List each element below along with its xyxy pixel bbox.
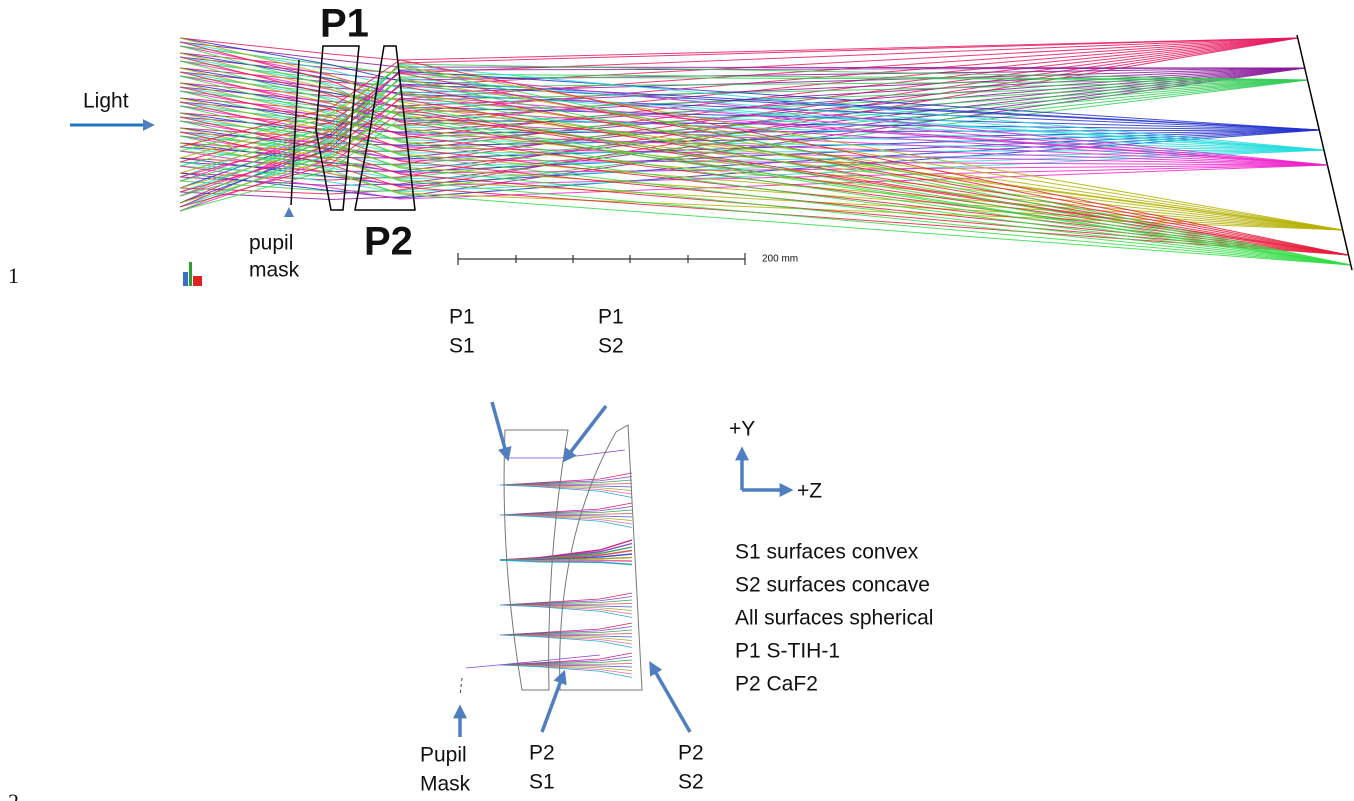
panel-number: 1	[8, 263, 19, 288]
pupil-label: pupil	[249, 232, 293, 255]
ray	[179, 78, 1343, 231]
callout-label: P2	[678, 742, 704, 765]
ray-trace-2	[465, 449, 633, 678]
ray	[179, 120, 1351, 266]
lens-p1	[503, 429, 569, 691]
ray	[179, 37, 1320, 131]
ray	[179, 79, 1351, 266]
pupil-mask	[459, 677, 463, 696]
scale-label: 200 mm	[762, 254, 798, 265]
ray	[179, 41, 1349, 256]
ray	[179, 92, 1351, 266]
ray	[179, 97, 1343, 231]
scale-bar	[457, 253, 746, 265]
callout-label: S2	[678, 771, 704, 794]
callout-label: S1	[449, 335, 475, 358]
callout-label: Mask	[420, 773, 471, 796]
ray	[179, 37, 1298, 61]
ray	[499, 484, 633, 498]
ray	[179, 45, 1351, 266]
prism-p2	[354, 45, 416, 211]
callout-arrows	[453, 401, 794, 737]
ray	[179, 135, 1351, 266]
pupil-label: mask	[249, 259, 300, 282]
ray	[179, 59, 1349, 256]
pupil-mask	[290, 59, 300, 206]
ray	[179, 104, 1343, 231]
ray-trace-1	[179, 37, 1351, 266]
note: S2 surfaces concave	[735, 574, 930, 597]
note: S1 surfaces convex	[735, 541, 919, 564]
ray	[179, 67, 1305, 201]
ray	[179, 127, 1343, 231]
axis-icon	[183, 262, 202, 286]
ray	[179, 37, 1343, 231]
pupil-marker	[284, 207, 294, 217]
note: All surfaces spherical	[735, 607, 933, 630]
ray	[499, 604, 633, 618]
ray	[179, 101, 1349, 256]
ray	[179, 98, 1349, 256]
ray	[179, 66, 1351, 266]
ray	[179, 116, 1349, 256]
ray	[179, 90, 1351, 266]
ray	[179, 111, 1349, 256]
callout-label: S2	[598, 335, 624, 358]
callout-label: P1	[449, 306, 475, 329]
ray	[179, 56, 1349, 256]
callout-label: P1	[598, 306, 624, 329]
ray	[179, 72, 1349, 256]
ray	[179, 105, 1351, 266]
ray	[179, 75, 1351, 266]
ray	[179, 65, 1343, 231]
note: P2 CaF2	[735, 673, 818, 696]
ray	[179, 52, 1343, 231]
ray	[179, 129, 1320, 186]
light-label: Light	[83, 90, 129, 113]
notes: S1 surfaces convex S2 surfaces concave All…	[735, 541, 933, 696]
prism-label: P1	[320, 2, 369, 46]
ray	[179, 85, 1349, 256]
note: P1 S-TIH-1	[735, 640, 840, 663]
ray	[499, 634, 633, 648]
ray	[499, 514, 633, 528]
ray	[179, 142, 1343, 231]
axis-label: +Y	[729, 418, 755, 441]
ray	[179, 86, 1349, 256]
ray	[179, 82, 1343, 231]
ray	[179, 71, 1349, 256]
ray	[499, 559, 633, 566]
ray	[179, 91, 1343, 231]
ray	[499, 664, 633, 678]
prism-label: P2	[364, 220, 413, 264]
panel-number: 2	[8, 789, 19, 801]
prism-p1	[315, 45, 360, 211]
ray	[179, 60, 1351, 266]
axis-label: +Z	[797, 480, 822, 503]
callout-label: P2	[529, 742, 555, 765]
callout-label: S1	[529, 771, 555, 794]
ray	[505, 449, 626, 459]
ray	[179, 67, 1343, 231]
image-plane	[1296, 34, 1353, 271]
ray	[179, 118, 1351, 266]
ray	[465, 654, 601, 669]
ray	[179, 131, 1349, 256]
callout-label: Pupil	[420, 744, 467, 767]
